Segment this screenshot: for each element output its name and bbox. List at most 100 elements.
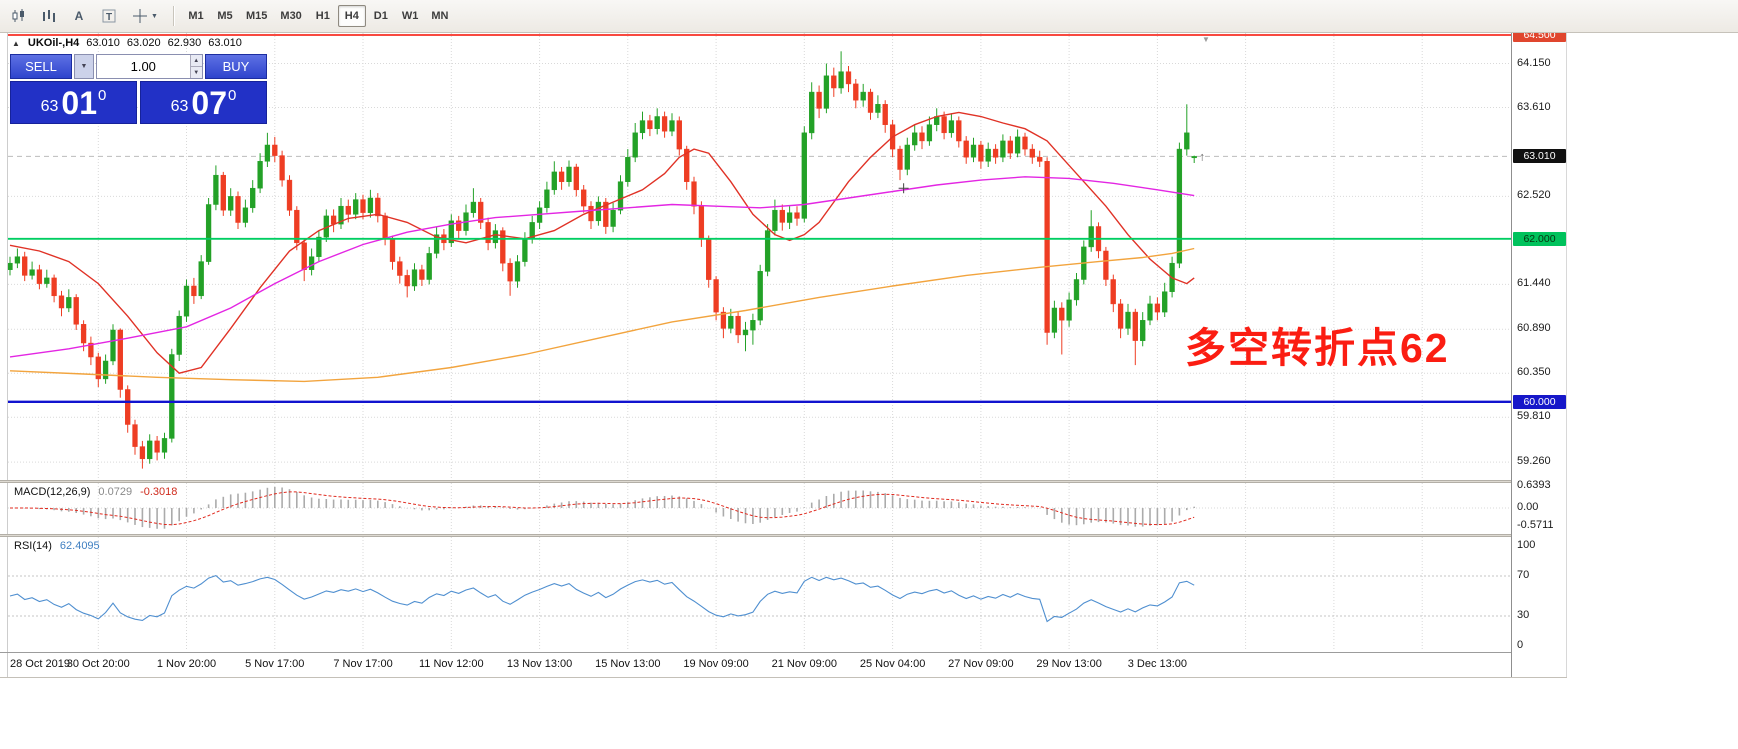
- crosshair-cursor: [898, 183, 909, 194]
- price-tick-label: 64.150: [1517, 56, 1551, 69]
- buy-price-prefix: 63: [170, 98, 189, 115]
- one-click-trading-panel: SELL ▼ ▲ ▼ BUY 63 01 0 63 07 0: [10, 54, 267, 124]
- crosshair-tool-button[interactable]: ▼: [125, 4, 165, 28]
- time-tick-label: 1 Nov 20:00: [156, 658, 217, 670]
- rsi-axis-tick: 0: [1517, 639, 1524, 651]
- time-tick-label: 30 Oct 20:00: [66, 658, 130, 670]
- rsi-axis-tick: 70: [1517, 569, 1530, 581]
- time-tick-label: 15 Nov 13:00: [595, 658, 661, 670]
- price-tick-label: 62.520: [1517, 189, 1551, 202]
- buy-button[interactable]: BUY: [205, 54, 267, 79]
- trade-panel-toggle-icon[interactable]: ▲: [12, 38, 20, 48]
- macd-histogram: [16, 487, 1195, 529]
- time-axis-separator: [0, 652, 1567, 653]
- volume-increase-button[interactable]: ▲: [190, 55, 202, 67]
- volume-field: ▲ ▼: [96, 54, 203, 79]
- timeframe-button-d1[interactable]: D1: [373, 10, 388, 22]
- time-tick-label: 5 Nov 17:00: [245, 658, 305, 670]
- sell-button[interactable]: SELL: [10, 54, 72, 79]
- price-badge-63.010: 63.010: [1513, 149, 1566, 164]
- macd-main-value: 0.0729: [98, 486, 133, 498]
- volume-input[interactable]: [97, 55, 190, 78]
- letter-a-tool-button[interactable]: A: [65, 4, 93, 28]
- time-tick-label: 29 Nov 13:00: [1036, 658, 1102, 670]
- price-badge-62.000: 62.000: [1513, 231, 1566, 246]
- last-price-arrow-marker: ↑: [1199, 149, 1205, 163]
- crosshair-icon: [133, 9, 148, 23]
- time-tick-label: 7 Nov 17:00: [333, 658, 393, 670]
- chart-text-annotation: 多空转折点62: [1185, 325, 1450, 371]
- macd-signal-line: [10, 491, 1195, 526]
- time-tick-label: 19 Nov 09:00: [683, 658, 749, 670]
- rsi-name: RSI(14): [14, 540, 52, 552]
- toolbar-separator: [173, 6, 174, 26]
- rsi-axis-tick: 30: [1517, 609, 1530, 621]
- sell-price-sup: 0: [98, 87, 107, 104]
- sell-price-display[interactable]: 63 01 0: [10, 81, 137, 124]
- time-axis[interactable]: 28 Oct 2019 30 Oct 20:00 1 Nov 20:00 5 Nov …: [8, 653, 1511, 676]
- bar-chart-icon: [43, 10, 55, 22]
- macd-indicator-canvas[interactable]: [8, 483, 1511, 534]
- quote-close: 63.010: [208, 37, 242, 49]
- time-tick-label: 27 Nov 09:00: [948, 658, 1014, 670]
- timeframe-button-h4[interactable]: H4: [337, 5, 366, 27]
- volume-preset-dropdown[interactable]: ▼: [74, 54, 94, 79]
- chevron-down-icon: ▼: [80, 63, 88, 70]
- buy-price-display[interactable]: 63 07 0: [140, 81, 267, 124]
- price-badge-60.000: 60.000: [1513, 394, 1566, 409]
- candlestick-series: [8, 51, 1197, 469]
- time-tick-label: 28 Oct 2019: [10, 658, 70, 670]
- price-tick-label: 63.610: [1517, 100, 1551, 113]
- toolbar: A T ▼ M1 M5 M15 M30 H1 H4 D1 W1 MN: [0, 0, 1738, 33]
- price-tick-label: 61.440: [1517, 277, 1551, 290]
- sell-price-big: 01: [61, 84, 98, 121]
- chevron-down-icon: ▼: [151, 12, 158, 20]
- text-label-tool-button[interactable]: T: [95, 4, 123, 28]
- letter-a-icon: A: [74, 9, 84, 23]
- macd-axis-tick: -0.5711: [1517, 519, 1554, 531]
- timeframe-button-mn[interactable]: MN: [431, 10, 449, 22]
- rsi-value: 62.4095: [59, 540, 100, 552]
- rsi-label: RSI(14) 62.4095: [14, 540, 100, 552]
- macd-label: MACD(12,26,9) 0.0729 -0.3018: [14, 486, 177, 498]
- price-axis[interactable]: 64.150 63.610 62.520 61.440 60.890 60.350 59.8…: [1511, 28, 1567, 677]
- chart-shift-marker: ▼: [1202, 35, 1210, 44]
- timeframe-button-m30[interactable]: M30: [280, 10, 302, 22]
- time-tick-label: 13 Nov 13:00: [506, 658, 573, 670]
- time-tick-label: 3 Dec 13:00: [1127, 658, 1188, 670]
- price-tick-label: 59.260: [1517, 455, 1551, 468]
- price-tick-label: 60.890: [1517, 322, 1551, 335]
- timeframe-button-m15[interactable]: M15: [246, 10, 268, 22]
- time-tick-label: 25 Nov 04:00: [859, 658, 926, 670]
- quote-high: 63.020: [126, 37, 161, 49]
- timeframe-toolbar: M1 M5 M15 M30 H1 H4 D1 W1 MN: [182, 5, 454, 27]
- volume-stepper: ▲ ▼: [189, 55, 202, 78]
- chart-left-border: [7, 33, 8, 677]
- macd-name: MACD(12,26,9): [14, 486, 91, 498]
- volume-decrease-button[interactable]: ▼: [190, 67, 202, 78]
- time-tick-label: 11 Nov 12:00: [418, 658, 484, 670]
- text-label-icon: T: [102, 9, 116, 23]
- timeframe-button-h1[interactable]: H1: [315, 10, 330, 22]
- svg-text:T: T: [106, 12, 112, 23]
- sell-price-prefix: 63: [40, 98, 59, 115]
- buy-price-big: 07: [191, 84, 228, 121]
- rsi-line: [9, 574, 1195, 623]
- quote-line: ▲ UKOil-,H4 63.010 63.020 62.930 63.010: [12, 37, 242, 49]
- rsi-axis-tick: 100: [1517, 539, 1536, 551]
- moving-average-fast-red: [9, 111, 1195, 374]
- macd-axis-tick: 0.6393: [1517, 479, 1551, 491]
- symbol-period-label: UKOil-,H4: [27, 37, 80, 49]
- macd-panel-splitter[interactable]: [0, 480, 1567, 483]
- moving-average-slow-orange: [9, 247, 1195, 383]
- timeframe-button-w1[interactable]: W1: [401, 10, 419, 22]
- rsi-indicator-canvas[interactable]: [8, 537, 1511, 651]
- rsi-panel-splitter[interactable]: [0, 534, 1567, 537]
- candlestick-chart-button[interactable]: [5, 4, 33, 28]
- moving-average-medium-magenta: [9, 176, 1195, 358]
- price-tick-label: 60.350: [1517, 366, 1551, 379]
- timeframe-button-m1[interactable]: M1: [188, 10, 204, 22]
- bar-chart-button[interactable]: [35, 4, 63, 28]
- timeframe-button-m5[interactable]: M5: [217, 10, 233, 22]
